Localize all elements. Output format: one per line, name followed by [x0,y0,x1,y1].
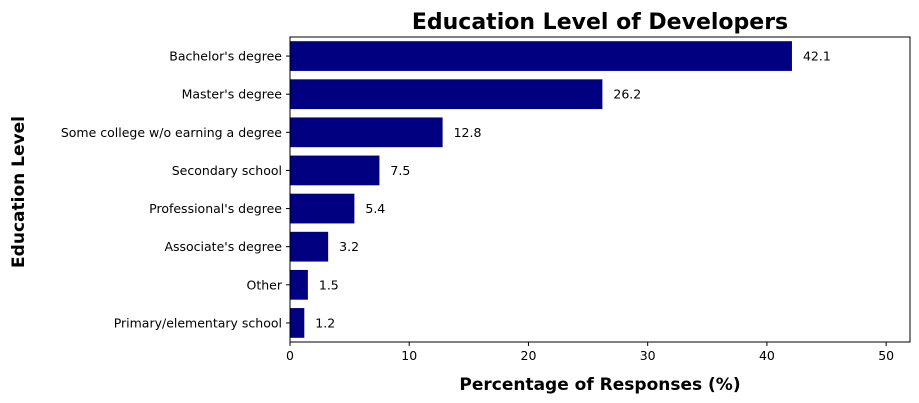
data-label-7: 1.2 [315,315,335,330]
chart-title: Education Level of Developers [412,10,788,35]
data-labels: 42.1 26.2 12.8 7.5 5.4 3.2 1.5 1.2 [315,49,830,331]
bar-7 [290,308,305,338]
x-tick-label-0: 0 [286,348,294,363]
x-tick-label-5: 50 [878,348,894,363]
data-label-0: 42.1 [803,49,831,64]
bar-6 [290,269,308,300]
data-label-6: 1.5 [319,277,339,292]
plot-frame [289,36,911,343]
y-tick-label-2: Some college w/o earning a degree [61,125,282,140]
x-tick-label-2: 20 [521,348,537,363]
bar-5 [290,231,329,262]
x-axis-label: Percentage of Responses (%) [459,375,740,395]
data-label-5: 3.2 [339,239,359,254]
data-label-3: 7.5 [390,163,410,178]
y-tick-label-1: Master's degree [182,87,283,102]
x-tick-label-4: 40 [759,348,775,363]
data-label-4: 5.4 [365,201,385,216]
y-axis-label: Education Level [9,116,29,268]
bar-0 [290,41,792,71]
y-tick-label-0: Bachelor's degree [169,49,282,64]
y-tick-label-7: Primary/elementary school [114,315,282,330]
data-label-2: 12.8 [454,125,482,140]
y-tick-label-3: Secondary school [172,163,282,178]
bar-3 [290,155,380,186]
bars [290,41,792,338]
x-tick-label-3: 30 [640,348,656,363]
bar-2 [290,117,443,148]
y-tick-label-5: Associate's degree [164,239,282,254]
x-tick-label-1: 10 [401,348,417,363]
bar-1 [290,79,603,110]
y-axis-ticks: Bachelor's degree Master's degree Some col… [61,49,290,330]
data-label-1: 26.2 [613,87,641,102]
y-tick-label-6: Other [247,277,283,292]
y-tick-label-4: Professional's degree [149,201,282,216]
x-axis-ticks: 0 10 20 30 40 50 [286,342,894,363]
bar-4 [290,193,355,224]
